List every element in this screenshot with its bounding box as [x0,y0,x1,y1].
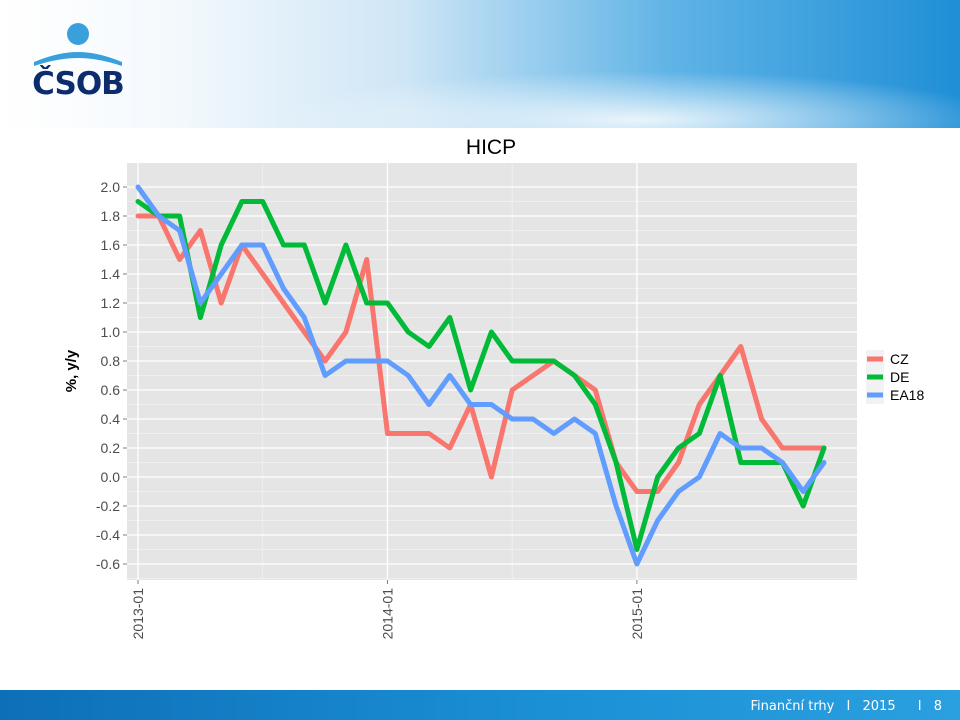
footer-year: 2015 [862,699,896,714]
plot-panel [127,163,857,580]
legend-label-cz: CZ [890,351,909,367]
x-tick-marks [137,580,638,584]
y-tick-label: 0.8 [101,353,121,369]
csob-logo: ČSOB [28,22,128,102]
page-number: 8 [933,699,942,714]
y-tick-label: 0.6 [101,382,121,398]
y-tick-label: 1.2 [101,295,121,311]
footer-label: Finanční trhy [750,699,835,714]
y-tick-label: 0.0 [101,469,121,485]
y-tick-label: 1.8 [101,208,121,224]
x-tick-label: 2013-01 [130,588,146,640]
footer-band [0,690,960,720]
series-line-cz [135,213,827,494]
y-tick-labels: 2.0 1.8 1.6 1.4 1.2 1.0 0.8 0.6 0.4 0.2 0.0 -0.2 -0.… [96,179,120,572]
y-tick-label: 1.0 [101,324,121,340]
logo-text: ČSOB [32,66,125,102]
legend-label-ea18: EA18 [890,387,924,403]
y-axis-title: %, y/y [63,349,80,392]
legend: CZ DE EA18 [866,350,924,404]
footer-separator: I [846,699,851,714]
y-tick-label: 1.4 [101,266,121,282]
x-tick-labels: 2013-01 2014-01 2015-01 [130,588,645,640]
minor-grid [127,163,857,580]
series-lines [135,184,827,567]
series-line-ea18 [135,184,827,567]
series-line-de [135,199,827,552]
header-band [0,0,960,128]
y-tick-label: -0.6 [96,556,120,572]
footer-separator-2: I [917,699,922,714]
y-tick-label: -0.4 [96,527,120,543]
legend-label-de: DE [890,369,909,385]
csob-logo-figure-icon [34,23,122,66]
y-tick-label: -0.2 [96,498,120,514]
y-tick-label: 2.0 [101,179,121,195]
footer: Finanční trhy I 2015 I 8 [743,699,943,714]
hicp-chart: HICP 2.0 1.8 1.6 1.4 1.2 1.0 0.8 0.6 0.4 0.2 0.0 -0… [63,136,924,640]
y-tick-label: 0.2 [101,440,121,456]
x-tick-label: 2015-01 [629,588,645,640]
y-tick-marks [123,186,127,565]
y-tick-label: 1.6 [101,237,121,253]
chart-title: HICP [466,136,516,159]
y-tick-label: 0.4 [101,411,121,427]
x-tick-label: 2014-01 [379,588,395,640]
